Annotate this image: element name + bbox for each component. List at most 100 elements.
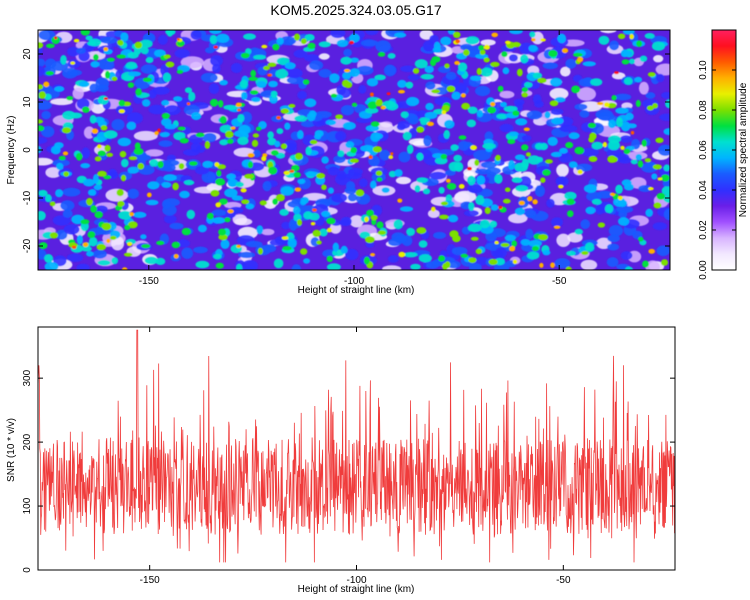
heat-blob bbox=[279, 208, 289, 216]
heat-blob bbox=[519, 54, 529, 64]
heat-blob bbox=[288, 218, 298, 231]
heat-blob bbox=[303, 258, 311, 264]
heat-blob bbox=[513, 98, 525, 106]
heat-blob bbox=[280, 108, 290, 114]
heat-blob bbox=[397, 198, 403, 203]
heat-blob bbox=[403, 252, 418, 258]
heat-blob bbox=[120, 32, 129, 42]
heat-blob bbox=[596, 101, 604, 106]
heat-blob bbox=[511, 177, 523, 183]
heat-blob bbox=[458, 140, 470, 151]
heat-blob bbox=[657, 177, 663, 181]
heat-blob bbox=[606, 257, 619, 268]
spectrogram-y-ticks: -20 -10 0 10 20 bbox=[22, 48, 670, 253]
heat-blob bbox=[574, 103, 588, 111]
heat-blob bbox=[140, 234, 147, 240]
heat-blob bbox=[349, 33, 360, 43]
heat-blob bbox=[560, 66, 571, 77]
heat-blob bbox=[507, 139, 516, 145]
heat-blob bbox=[191, 112, 202, 121]
heat-blob bbox=[366, 147, 373, 153]
heat-blob bbox=[597, 222, 606, 228]
heat-blob bbox=[466, 119, 476, 128]
heat-blob bbox=[225, 130, 234, 138]
heat-blob bbox=[309, 60, 324, 71]
heat-blob bbox=[116, 189, 124, 197]
heat-blob bbox=[174, 48, 190, 59]
heat-blob bbox=[148, 104, 166, 115]
heat-blob bbox=[216, 33, 230, 43]
heat-blob bbox=[106, 238, 111, 244]
heat-blob bbox=[284, 62, 296, 70]
heat-blob bbox=[261, 228, 275, 236]
heat-blob bbox=[38, 157, 53, 166]
heat-blob bbox=[572, 52, 583, 57]
heat-blob bbox=[178, 163, 185, 170]
heat-blob bbox=[618, 217, 630, 226]
y-tick-label: 10 bbox=[22, 96, 33, 108]
heat-blob bbox=[565, 266, 572, 270]
heat-blob bbox=[651, 173, 658, 180]
heat-blob bbox=[659, 113, 670, 121]
heat-blob bbox=[329, 73, 340, 84]
heat-blob bbox=[181, 227, 191, 236]
snr-x-ticks: -150 -100 -50 bbox=[140, 327, 571, 586]
heat-blob bbox=[468, 257, 477, 263]
heat-blob bbox=[451, 246, 468, 256]
heat-blob bbox=[515, 118, 528, 126]
heat-blob bbox=[340, 56, 352, 65]
heat-blob bbox=[491, 32, 499, 38]
heat-blob bbox=[144, 256, 159, 265]
heat-blob bbox=[440, 36, 452, 46]
heat-blob bbox=[416, 227, 427, 234]
heat-blob bbox=[117, 39, 124, 46]
heat-blob bbox=[41, 126, 55, 138]
heat-blob bbox=[577, 169, 583, 175]
heat-blob bbox=[343, 48, 352, 57]
heat-blob bbox=[396, 123, 406, 131]
heat-blob bbox=[359, 178, 368, 188]
heat-blob bbox=[213, 253, 222, 260]
heat-blob bbox=[526, 251, 540, 260]
heat-blob bbox=[38, 100, 52, 110]
heat-blob bbox=[454, 192, 470, 203]
heat-blob bbox=[514, 162, 528, 172]
heat-blob bbox=[516, 68, 523, 77]
heat-blob bbox=[45, 71, 54, 76]
y-tick-label: 20 bbox=[22, 48, 33, 60]
heat-blob bbox=[307, 42, 316, 49]
heat-blob bbox=[438, 186, 445, 194]
heat-blob bbox=[137, 162, 145, 170]
heat-blob bbox=[291, 264, 302, 270]
heat-blob bbox=[286, 76, 305, 85]
heat-blob bbox=[370, 180, 377, 189]
heat-blob bbox=[304, 54, 320, 62]
heat-blob bbox=[547, 136, 558, 146]
heat-blob bbox=[475, 248, 482, 255]
heat-blob bbox=[238, 251, 256, 259]
heat-blob bbox=[177, 126, 186, 131]
heat-blob bbox=[550, 108, 564, 116]
heat-blob bbox=[349, 40, 354, 45]
y-tick-label: 100 bbox=[22, 497, 33, 514]
heat-blob bbox=[576, 87, 597, 101]
heat-blob bbox=[508, 160, 515, 170]
heat-blob bbox=[345, 172, 362, 180]
heat-blob bbox=[300, 248, 308, 255]
heat-blob bbox=[645, 260, 660, 270]
heat-blob bbox=[135, 88, 142, 96]
heat-blob bbox=[66, 96, 74, 101]
heat-blob bbox=[219, 79, 228, 86]
heat-blob bbox=[253, 54, 267, 60]
heat-blob bbox=[236, 263, 243, 270]
snr-xlabel: Height of straight line (km) bbox=[298, 584, 415, 595]
heat-blob bbox=[366, 78, 379, 87]
heat-blob bbox=[305, 171, 320, 177]
heat-blob bbox=[431, 89, 441, 94]
heat-blob bbox=[247, 153, 255, 158]
heat-blob bbox=[641, 139, 647, 147]
heat-blob bbox=[157, 128, 161, 133]
heat-blob bbox=[117, 200, 125, 207]
heat-blob bbox=[590, 78, 603, 86]
heat-blob bbox=[163, 198, 180, 207]
